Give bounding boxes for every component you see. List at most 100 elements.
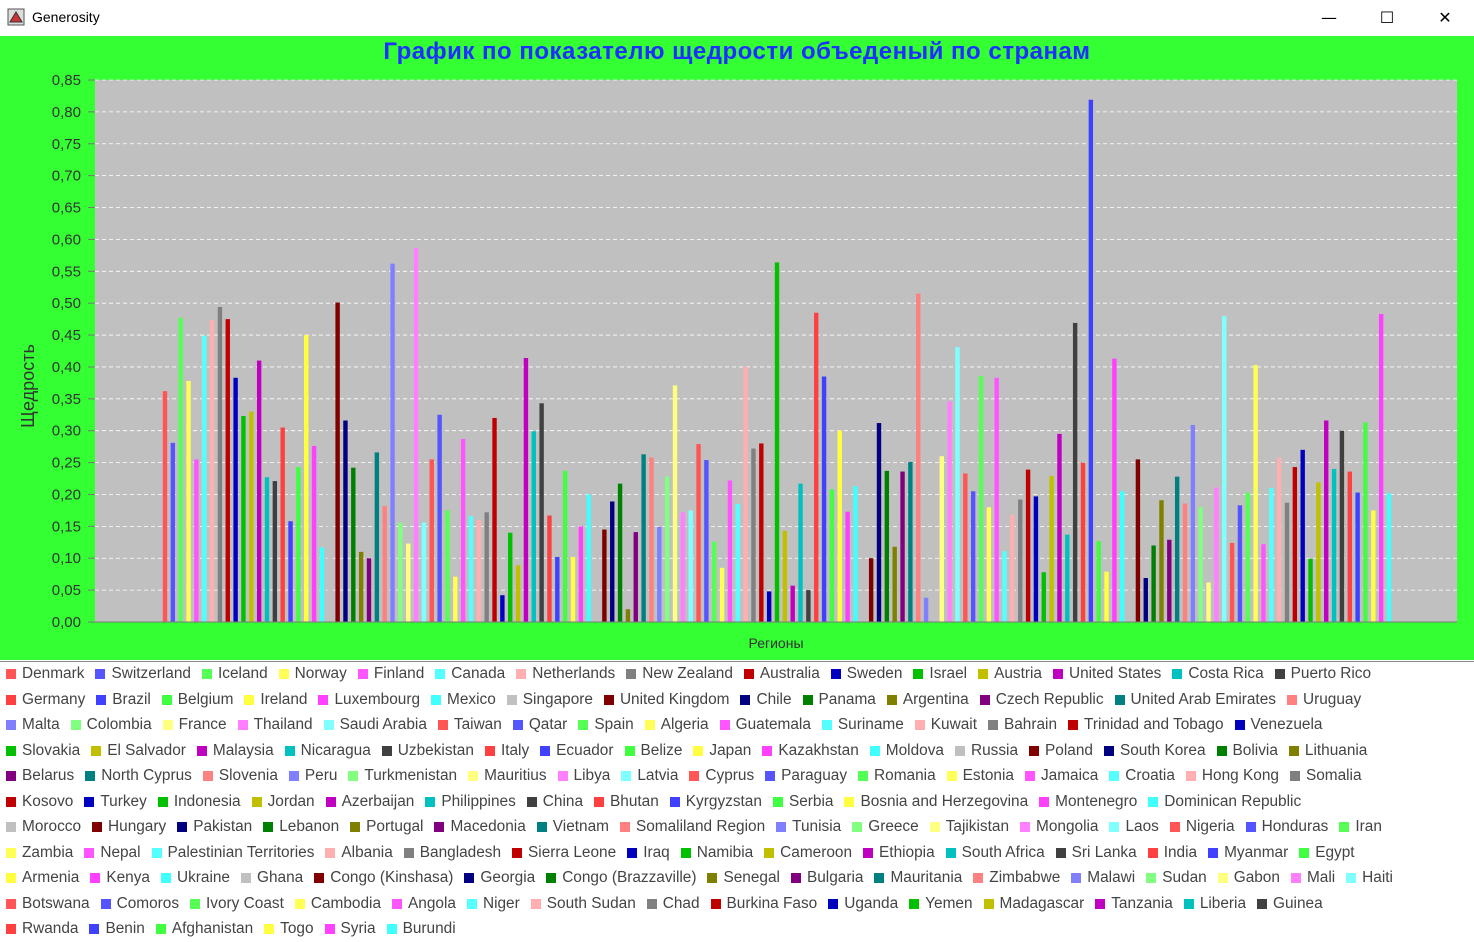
- legend-item: Tanzania: [1095, 895, 1173, 913]
- legend-swatch: [162, 720, 173, 730]
- y-tick-label: 0,60: [52, 231, 81, 248]
- legend-label: Colombia: [86, 716, 152, 733]
- legend-label: Peru: [304, 767, 338, 784]
- legend-item: Burkina Faso: [710, 895, 817, 913]
- bar-chad: [1284, 502, 1290, 622]
- legend-label: France: [178, 716, 227, 733]
- legend-label: China: [542, 792, 584, 810]
- minimize-button[interactable]: —: [1300, 0, 1358, 34]
- legend-swatch: [1217, 873, 1228, 883]
- legend-label: Bolivia: [1232, 741, 1278, 759]
- legend-item: Chad: [646, 895, 700, 913]
- bar-liberia: [1331, 468, 1337, 622]
- legend-label: South Africa: [961, 843, 1045, 861]
- bar-chart: 0,00 0,05 0,10 0,15 0,20 0,25 0,30 0,35 0,40 0,45…: [18, 72, 1457, 651]
- bar-uganda: [1300, 449, 1305, 622]
- legend-swatch: [689, 771, 700, 781]
- legend-label: Egypt: [1315, 843, 1355, 861]
- legend-swatch: [263, 822, 274, 832]
- bar-south-africa: [1065, 534, 1070, 622]
- legend-label: Nicaragua: [300, 741, 371, 759]
- chart-title: График по показателю щедрости объеденый …: [383, 38, 1091, 65]
- legend-item: Nepal: [84, 844, 141, 862]
- bar-nicaragua: [531, 431, 536, 622]
- bar-ukraine: [1120, 491, 1125, 622]
- legend-item: Turkmenistan: [348, 767, 457, 785]
- legend-item: Paraguay: [765, 767, 847, 785]
- legend-swatch: [1109, 822, 1120, 832]
- bar-ireland: [304, 335, 309, 622]
- legend-item: Botswana: [6, 895, 90, 913]
- legend-label: Morocco: [22, 818, 82, 835]
- bar-honduras: [970, 491, 976, 622]
- legend-item: Kazakhstan: [762, 742, 859, 760]
- bar-chile: [343, 420, 348, 622]
- bar-mauritius: [672, 385, 678, 622]
- bar-comoros: [1237, 505, 1243, 622]
- legend-label: Somaliland Region: [635, 818, 766, 835]
- bar-el-salvador: [515, 565, 521, 622]
- legend-swatch: [603, 694, 614, 705]
- bar-austria: [249, 411, 254, 622]
- legend-item: Ukraine: [160, 869, 230, 887]
- bar-gabon: [1206, 582, 1211, 622]
- legend-swatch: [6, 720, 16, 730]
- legend-swatch: [84, 847, 95, 858]
- legend-item: Bhutan: [594, 793, 659, 811]
- legend-swatch: [869, 745, 880, 756]
- legend-label: Dominican Republic: [1164, 792, 1302, 810]
- bar-denmark: [162, 391, 168, 622]
- legend-swatch: [1103, 745, 1114, 756]
- legend-swatch: [160, 873, 171, 883]
- legend-label: Chile: [756, 690, 792, 708]
- legend-swatch: [626, 669, 637, 679]
- legend-item: Angola: [392, 895, 456, 913]
- bar-taiwan: [429, 459, 434, 622]
- bar-georgia: [1143, 578, 1148, 622]
- bar-philippines: [798, 483, 803, 622]
- bar-burundi: [1386, 493, 1392, 622]
- y-axis-label: Щедрость: [18, 344, 38, 428]
- legend-swatch: [1068, 720, 1079, 730]
- legend-item: Trinidad and Tobago: [1068, 716, 1224, 734]
- legend-item: Saudi Arabia: [323, 716, 427, 734]
- close-icon: ✕: [1438, 7, 1452, 27]
- legend-item: Congo (Kinshasa): [314, 869, 453, 887]
- legend-swatch: [646, 898, 657, 909]
- legend-label: Austria: [994, 665, 1042, 682]
- legend-swatch: [978, 669, 989, 679]
- legend-label: Latvia: [637, 767, 679, 784]
- legend-item: United Kingdom: [603, 691, 729, 709]
- legend-swatch: [6, 796, 16, 807]
- y-tick-label: 0,20: [52, 486, 81, 503]
- legend-item: Malta: [6, 716, 60, 734]
- legend-label: Nigeria: [1185, 818, 1235, 835]
- legend-swatch: [1172, 669, 1183, 679]
- legend-swatch: [624, 745, 635, 756]
- close-button[interactable]: ✕: [1416, 0, 1474, 34]
- bar-singapore: [327, 413, 332, 622]
- legend-swatch: [1147, 847, 1158, 858]
- bar-congo-brazzaville-: [1151, 545, 1156, 622]
- legend-swatch: [278, 669, 289, 679]
- legend-label: Comoros: [116, 894, 180, 912]
- legend-swatch: [89, 924, 100, 934]
- legend-label: Cyprus: [705, 767, 755, 784]
- legend-label: Germany: [22, 690, 86, 708]
- legend-item: Macedonia: [434, 818, 526, 836]
- bar-jamaica: [727, 480, 733, 622]
- bar-hungary: [868, 558, 874, 622]
- legend-label: Estonia: [962, 767, 1014, 784]
- bar-sri-lanka: [1072, 322, 1078, 622]
- bar-mali: [1214, 487, 1219, 622]
- legend-swatch: [155, 924, 166, 934]
- maximize-button[interactable]: ☐: [1358, 0, 1416, 34]
- legend-label: Georgia: [480, 869, 536, 886]
- legend-label: Panama: [818, 690, 876, 708]
- legend-item: Palestinian Territories: [151, 844, 314, 862]
- bar-turkey: [766, 591, 772, 622]
- legend-label: Sweden: [846, 665, 903, 682]
- legend-label: Malaysia: [212, 741, 274, 759]
- legend-item: Bolivia: [1216, 741, 1278, 760]
- bar-somaliland-region: [916, 293, 921, 622]
